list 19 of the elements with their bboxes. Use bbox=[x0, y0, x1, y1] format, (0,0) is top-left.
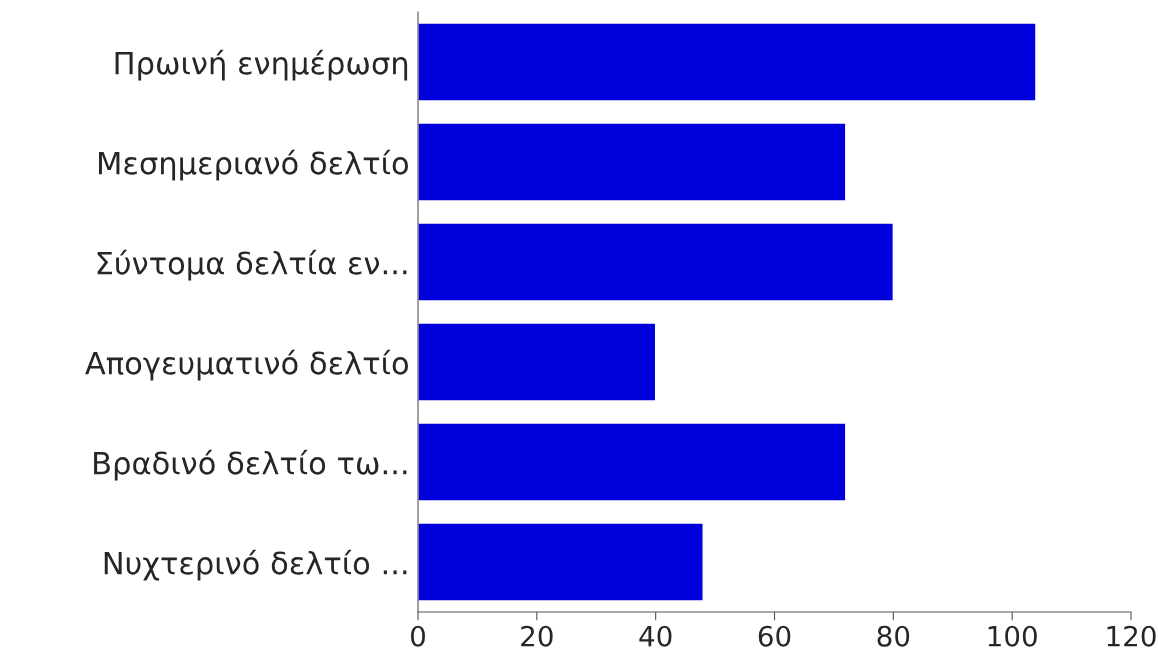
x-tick-label: 80 bbox=[877, 625, 910, 647]
y-tick-label: Μεσημεριανό δελτίο bbox=[99, 149, 408, 181]
y-tick-label: Βραδινό δελτίο τω... bbox=[94, 449, 407, 481]
y-tick-label: Πρωινή ενημέρωση bbox=[115, 49, 408, 81]
x-tick-label: 120 bbox=[1107, 625, 1156, 647]
x-tick-label: 60 bbox=[758, 625, 791, 647]
y-tick-label: Νυχτερινό δελτίο ... bbox=[104, 549, 407, 581]
x-tick-label: 20 bbox=[521, 625, 553, 647]
bar bbox=[418, 222, 895, 302]
bar bbox=[418, 522, 704, 602]
y-tick-label: Σύντομα δελτία εν... bbox=[97, 249, 407, 281]
bar bbox=[418, 122, 847, 202]
y-tick-label: Απογευματινό δελτίο bbox=[85, 349, 408, 381]
bar bbox=[418, 22, 1037, 102]
bar bbox=[418, 322, 657, 402]
x-tick-label: 40 bbox=[639, 625, 672, 647]
bar bbox=[418, 422, 847, 502]
x-tick-label: 100 bbox=[988, 625, 1037, 647]
x-tick-label: 0 bbox=[410, 625, 425, 647]
